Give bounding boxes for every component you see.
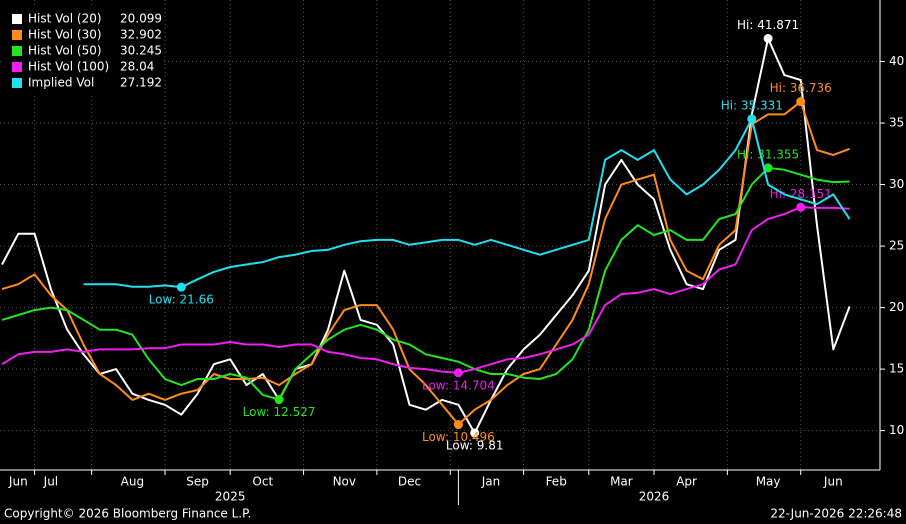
low-annotation: Low: 14.704 [422,378,495,392]
low-annotation: Low: 10.496 [422,430,495,444]
x-tick-label: Feb [546,475,567,489]
y-tick-label: 25 [889,239,904,253]
legend-swatch [12,30,22,40]
low-annotation-dot [274,395,284,405]
series-line [1,100,850,426]
low-annotation: Low: 9.81 [446,438,504,452]
low-annotation: Low: 21.66 [149,293,214,307]
x-tick-label: Jan [481,475,501,489]
legend-value: 30.245 [120,44,162,58]
series-line [1,37,851,434]
x-tick-label: Jun [823,475,843,489]
y-tick-label: 40 [889,54,904,68]
x-tick-label: Dec [398,475,421,489]
legend: Hist Vol (20) 20.099 Hist Vol (30) 32.902 Hi… [4,8,164,94]
high-annotation-dot [763,163,773,173]
x-tick-label: Aug [121,475,144,489]
low-annotation-dot [470,428,480,438]
plot: Hi: 41.871 Low: 9.81 Hi: 36.736 Low: 10.496… [1,18,851,452]
x-tick-label: Nov [333,475,356,489]
legend-label: Hist Vol (30) [28,28,102,42]
legend-swatch [12,46,22,56]
x-tick-label: Jun [8,475,28,489]
year-label: 2025 [215,490,246,504]
x-tick-label: Apr [676,475,697,489]
high-annotation: Hi: 36.736 [770,81,832,95]
legend-label: Hist Vol (50) [28,44,102,58]
legend-value: 28.04 [120,60,154,74]
legend-label: Hist Vol (20) [28,12,102,26]
y-tick-label: 10 [889,423,904,437]
low-annotation-dot [176,282,186,292]
legend-value: 20.099 [120,12,162,26]
legend-label: Hist Vol (100) [28,60,109,74]
high-annotation-dot [796,97,806,107]
x-tick-label: Oct [252,475,273,489]
timestamp: 22-Jun-2026 22:26:48 [770,507,902,521]
series-line [83,118,851,289]
copyright: Copyright© 2026 Bloomberg Finance L.P. [4,507,251,521]
y-tick-label: 15 [889,362,904,376]
low-annotation-dot [453,420,463,430]
series-line [1,206,850,374]
legend-box [4,8,164,94]
low-annotation: Low: 12.527 [243,405,316,419]
high-annotation-dot [747,114,757,124]
y-tick-label: 20 [889,300,904,314]
legend-value: 27.192 [120,76,162,90]
series-line [1,166,850,401]
low-annotation-dot [453,368,463,378]
high-annotation: Hi: 31.355 [737,147,799,161]
high-annotation-dot [763,33,773,43]
high-annotation: Hi: 41.871 [737,18,799,32]
high-annotation: Hi: 28.151 [770,187,832,201]
y-tick-label: 30 [889,177,904,191]
x-tick-label: Mar [610,475,633,489]
grid [0,0,880,470]
legend-label: Implied Vol [28,76,94,90]
high-annotation: Hi: 35.331 [721,98,783,112]
high-annotation-dot [796,202,806,212]
legend-swatch [12,78,22,88]
x-tick-label: Sep [186,475,209,489]
legend-swatch [12,14,22,24]
legend-value: 32.902 [120,28,162,42]
y-tick-label: 35 [889,116,904,130]
legend-swatch [12,62,22,72]
year-label: 2026 [639,490,670,504]
x-tick-label: Jul [43,475,58,489]
x-tick-label: May [756,475,781,489]
